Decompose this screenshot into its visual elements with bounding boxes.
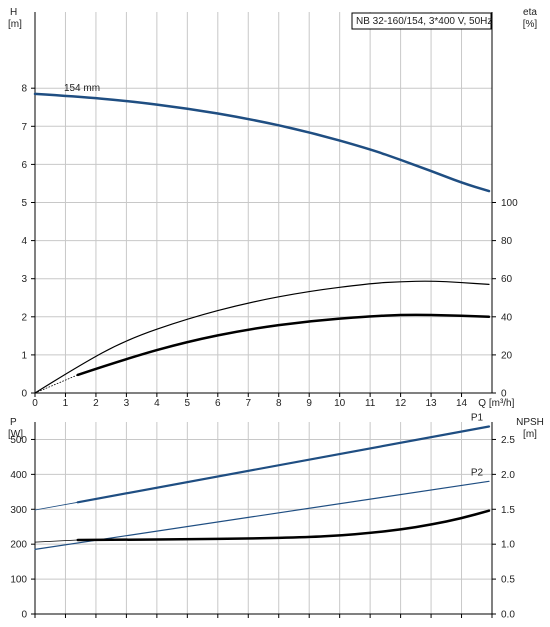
x-tick-label: 12	[395, 398, 407, 409]
y-left-tick-label: 0	[21, 610, 27, 621]
y-right-tick-label: 0.5	[501, 575, 515, 586]
x-tick-label: 8	[276, 398, 282, 409]
series-label-p2: P2	[471, 467, 484, 478]
x-tick-label: 0	[32, 398, 38, 409]
y-right-tick-label: 20	[501, 350, 513, 361]
y-right-axis-title: NPSH	[516, 417, 544, 428]
x-tick-label: 10	[334, 398, 346, 409]
y-right-tick-label: 80	[501, 236, 513, 247]
y-right-axis-title: eta	[523, 7, 537, 18]
x-tick-label: 13	[426, 398, 438, 409]
y-right-tick-label: 40	[501, 312, 513, 323]
y-left-axis-title: H	[10, 7, 17, 18]
series-line-0-1	[34, 280, 490, 394]
series-line-0-0	[33, 92, 491, 193]
series-line-1-0	[76, 425, 491, 504]
y-right-axis-title-unit: [m]	[523, 429, 537, 440]
x-tick-label: 11	[365, 398, 376, 409]
series-line-1-2	[34, 480, 490, 550]
y-right-tick-label: 1.0	[501, 540, 515, 551]
series-label-p1: P1	[471, 413, 484, 424]
y-right-tick-label: 0	[501, 389, 507, 400]
x-tick-label: 9	[306, 398, 312, 409]
series-line-1-1	[34, 501, 79, 511]
y-left-tick-label: 8	[21, 84, 27, 95]
x-tick-label: 4	[154, 398, 160, 409]
series-line-0-3	[34, 374, 79, 394]
y-left-tick-label: 100	[10, 575, 27, 586]
x-tick-label: 7	[245, 398, 251, 409]
impeller-diameter-label: 154 mm	[64, 83, 100, 94]
y-left-tick-label: 2	[21, 312, 27, 323]
y-left-tick-label: 500	[10, 435, 27, 446]
y-left-tick-label: 0	[21, 389, 27, 400]
y-left-tick-label: 4	[21, 236, 27, 247]
series-line-1-4	[34, 539, 79, 543]
x-tick-label: 2	[93, 398, 99, 409]
x-tick-label: 5	[185, 398, 191, 409]
y-left-tick-label: 200	[10, 540, 27, 551]
y-right-tick-label: 2.0	[501, 470, 515, 481]
y-left-tick-label: 6	[21, 160, 27, 171]
y-left-axis-title-unit: [m]	[8, 19, 22, 30]
x-axis-title: Q [m³/h]	[478, 398, 514, 409]
y-right-tick-label: 2.5	[501, 435, 515, 446]
y-right-tick-label: 100	[501, 198, 518, 209]
x-tick-label: 3	[124, 398, 130, 409]
y-right-tick-label: 0.0	[501, 610, 515, 621]
y-left-tick-label: 400	[10, 470, 27, 481]
series-line-0-2	[76, 313, 491, 377]
y-left-axis-title: P	[10, 417, 17, 428]
y-right-axis-title-unit: [%]	[523, 19, 538, 30]
y-left-tick-label: 1	[21, 350, 27, 361]
x-tick-label: 6	[215, 398, 221, 409]
chart-title: NB 32-160/154, 3*400 V, 50Hz	[356, 16, 492, 27]
y-left-axis-title-unit: [W]	[8, 429, 23, 440]
series-line-1-3	[76, 509, 491, 542]
y-right-tick-label: 60	[501, 274, 513, 285]
y-left-tick-label: 5	[21, 198, 27, 209]
y-left-tick-label: 7	[21, 122, 27, 133]
y-left-tick-label: 3	[21, 274, 27, 285]
y-left-tick-label: 300	[10, 505, 27, 516]
x-tick-label: 1	[63, 398, 69, 409]
chart-title-box	[351, 12, 492, 30]
y-right-tick-label: 1.5	[501, 505, 515, 516]
x-tick-label: 14	[456, 398, 468, 409]
